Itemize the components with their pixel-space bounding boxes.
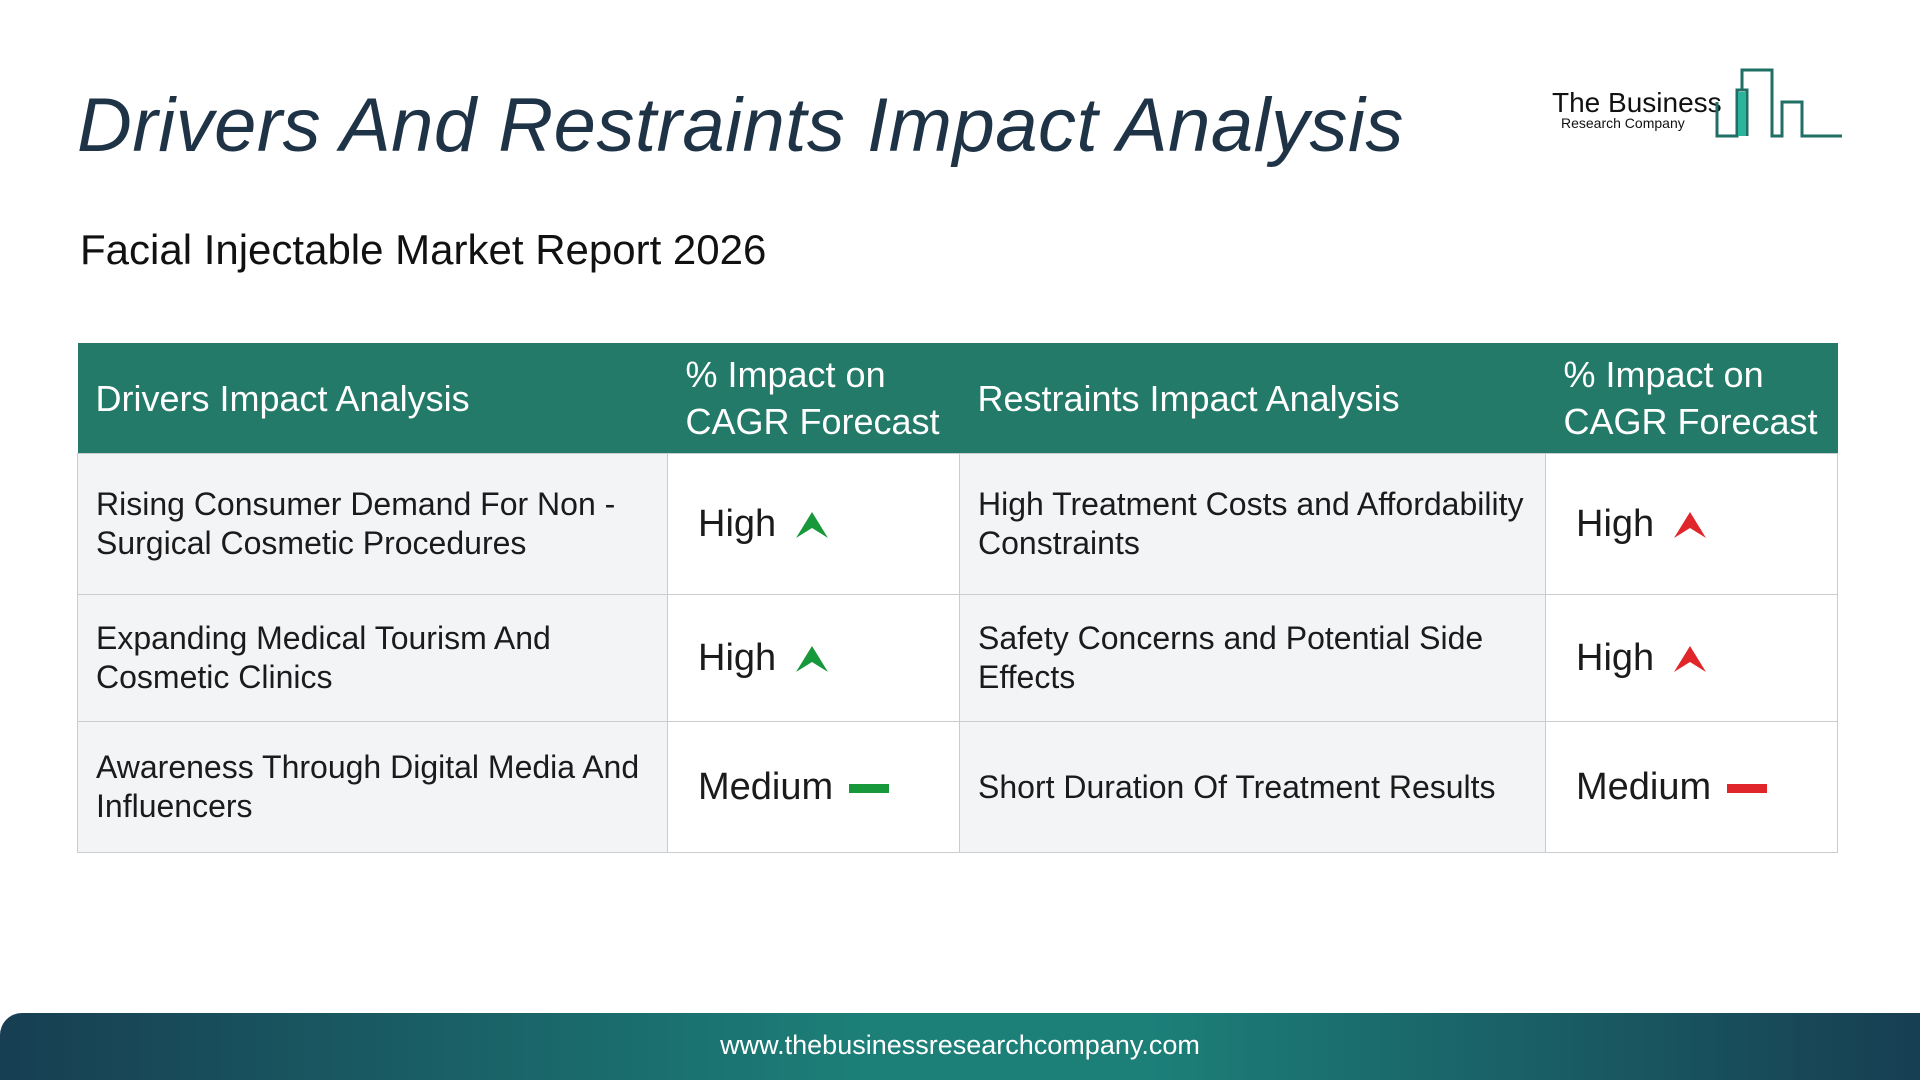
impact-cell: High <box>1545 594 1838 722</box>
impact-icon <box>1674 512 1707 539</box>
column-header: % Impact on CAGR Forecast <box>1545 343 1838 454</box>
impact-cell: High <box>667 594 960 722</box>
table-row: Rising Consumer Demand For Non -Surgical… <box>77 453 1838 595</box>
factor-cell: High Treatment Costs and Affordability C… <box>959 453 1546 595</box>
impact-icon <box>1674 646 1707 673</box>
impact-icon <box>796 646 829 673</box>
column-header: % Impact on CAGR Forecast <box>667 343 960 454</box>
logo: The Business Research Company <box>1552 68 1842 138</box>
column-header: Drivers Impact Analysis <box>77 343 668 454</box>
impact-level: High <box>698 636 777 679</box>
column-header: Restraints Impact Analysis <box>959 343 1546 454</box>
subtitle: Facial Injectable Market Report 2026 <box>80 226 767 273</box>
impact-cell: Medium <box>1545 721 1838 853</box>
footer-url: www.thebusinessresearchcompany.com <box>720 1030 1200 1060</box>
factor-cell: Awareness Through Digital Media And Infl… <box>77 721 668 853</box>
factor-cell: Safety Concerns and Potential Side Effec… <box>959 594 1546 722</box>
impact-cell: High <box>667 453 960 595</box>
title: Drivers And Restraints Impact Analysis <box>77 83 1404 168</box>
impact-level: High <box>1576 502 1655 545</box>
impact-icon <box>1727 784 1768 794</box>
factor-cell: Rising Consumer Demand For Non -Surgical… <box>77 453 668 595</box>
impact-level: High <box>1576 636 1655 679</box>
impact-table: Drivers Impact Analysis% Impact on CAGR … <box>77 343 1838 853</box>
impact-cell: High <box>1545 453 1838 595</box>
impact-level: High <box>698 502 777 545</box>
impact-icon <box>796 512 829 539</box>
impact-level: Medium <box>1576 765 1712 808</box>
impact-level: Medium <box>698 765 834 808</box>
logo-text: The Business <box>1552 87 1722 118</box>
factor-cell: Short Duration Of Treatment Results <box>959 721 1546 853</box>
factor-cell: Expanding Medical Tourism And Cosmetic C… <box>77 594 668 722</box>
table-row: Awareness Through Digital Media And Infl… <box>77 721 1838 853</box>
footer-bar <box>0 1013 1920 1080</box>
table-row: Expanding Medical Tourism And Cosmetic C… <box>77 594 1838 722</box>
impact-icon <box>849 784 890 794</box>
logo-subtext: Research Company <box>1561 115 1685 131</box>
impact-cell: Medium <box>667 721 960 853</box>
